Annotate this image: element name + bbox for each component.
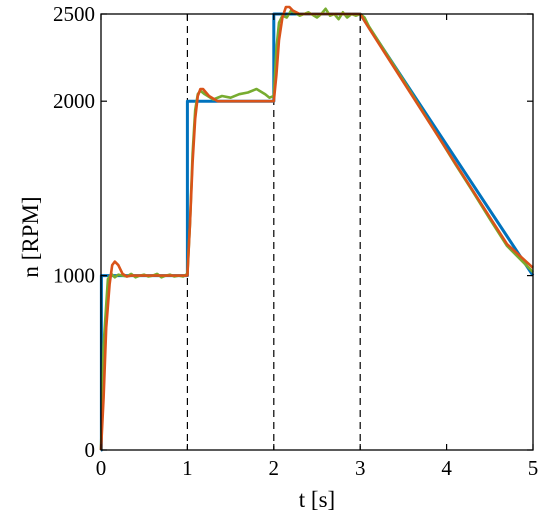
x-tick-label-1: 1	[182, 456, 193, 480]
series-layer	[99, 5, 535, 452]
y-axis-label: n [RPM]	[18, 196, 43, 277]
x-tick-label-0: 0	[96, 456, 107, 480]
y-tick-label-2: 2000	[53, 89, 95, 113]
y-tick-label-1: 1000	[53, 264, 95, 288]
x-tick-label-3: 3	[355, 456, 366, 480]
x-tick-label-2: 2	[269, 456, 280, 480]
axis-ticks: 0 1 2 3 4 5 0 1000 2000 2500	[53, 2, 538, 480]
series-line-1	[99, 7, 534, 451]
y-tick-label-3: 2500	[53, 2, 95, 26]
x-tick-label-4: 4	[441, 456, 452, 480]
x-axis-label: t [s]	[299, 487, 335, 512]
series-line-0	[99, 12, 535, 452]
y-tick-label-0: 0	[85, 438, 96, 462]
plot-frame	[100, 13, 534, 451]
x-tick-label-5: 5	[528, 456, 539, 480]
series-line-2	[99, 5, 534, 451]
